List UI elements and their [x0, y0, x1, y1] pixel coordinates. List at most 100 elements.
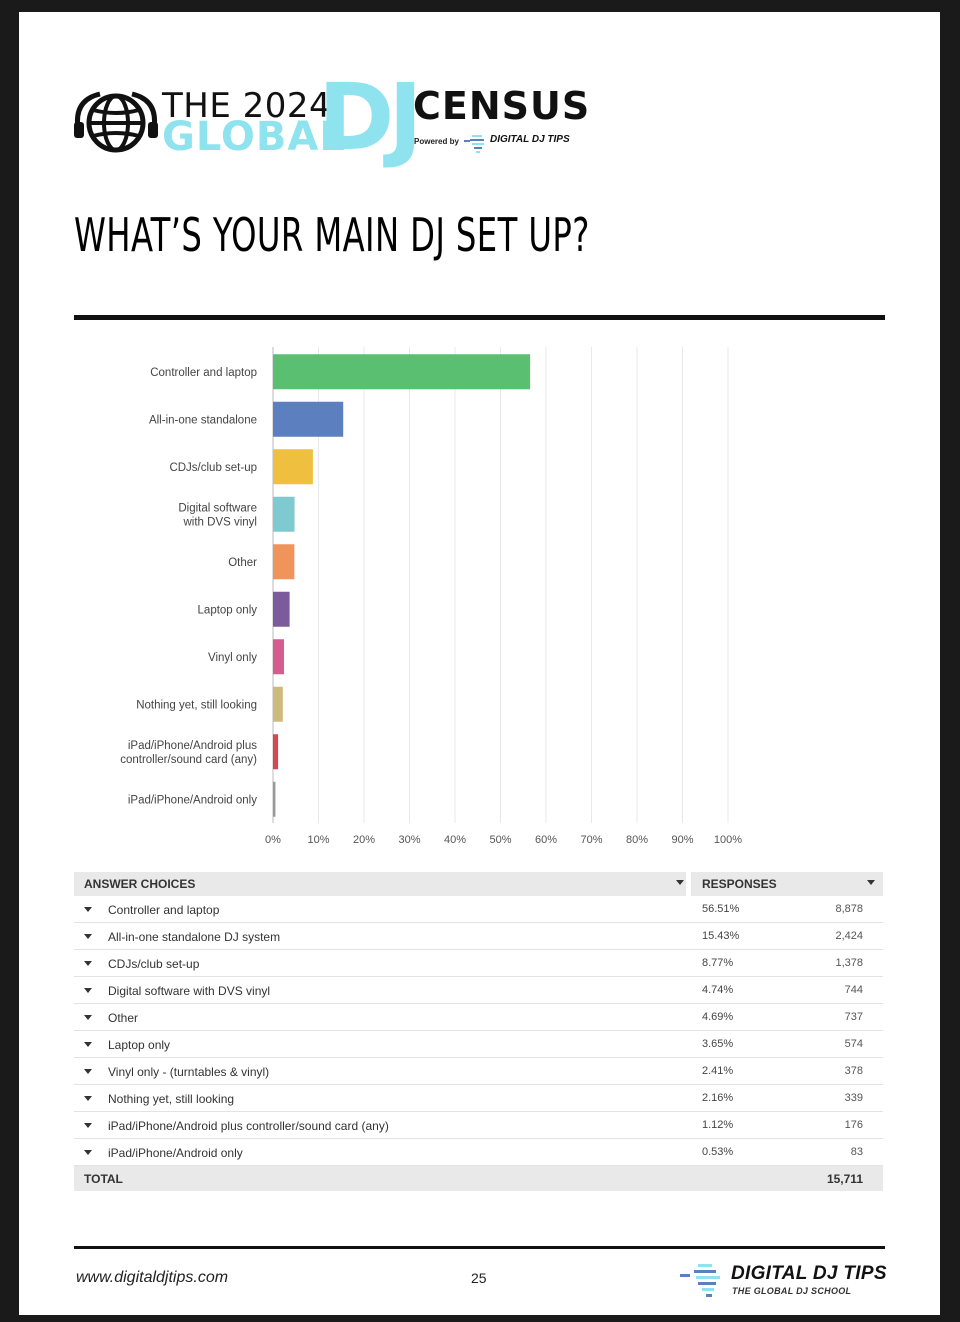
expand-caret-icon[interactable] [84, 934, 92, 939]
expand-caret-icon[interactable] [84, 907, 92, 912]
x-tick-label: 20% [353, 834, 375, 846]
table-row[interactable]: iPad/iPhone/Android only 0.53% 83 [74, 1139, 883, 1166]
table-row[interactable]: Nothing yet, still looking 2.16% 339 [74, 1085, 883, 1112]
x-tick-label: 40% [444, 834, 466, 846]
title-divider [74, 315, 885, 320]
category-label: iPad/iPhone/Android plus [128, 740, 257, 752]
response-percent: 0.53% [702, 1146, 734, 1158]
answer-label: Nothing yet, still looking [108, 1092, 235, 1106]
expand-caret-icon[interactable] [84, 1015, 92, 1020]
x-tick-label: 0% [265, 834, 281, 846]
logo-global-text: GLOBAL [162, 114, 346, 160]
category-label: Digital software [178, 502, 257, 514]
response-percent: 1.12% [702, 1119, 734, 1131]
response-count: 176 [844, 1119, 863, 1131]
total-label: TOTAL [84, 1172, 123, 1186]
bar [273, 591, 290, 627]
table-header: ANSWER CHOICES RESPONSES [74, 872, 883, 896]
x-tick-label: 50% [489, 834, 511, 846]
responses-header-label: RESPONSES [702, 877, 777, 891]
expand-caret-icon[interactable] [84, 1096, 92, 1101]
table-row[interactable]: Controller and laptop 56.51% 8,878 [74, 896, 883, 923]
answer-label: Other [108, 1011, 139, 1025]
response-count: 744 [844, 984, 863, 996]
table-body: Controller and laptop 56.51% 8,878 All-in-o… [74, 896, 883, 1166]
bar [273, 401, 344, 437]
table-row[interactable]: Other 4.69% 737 [74, 1004, 883, 1031]
x-tick-label: 70% [580, 834, 602, 846]
footer-brand: DIGITAL DJ TIPS [731, 1263, 887, 1284]
expand-caret-icon[interactable] [84, 1069, 92, 1074]
answer-label: CDJs/club set-up [108, 957, 200, 971]
response-percent: 15.43% [702, 930, 740, 942]
response-percent: 8.77% [702, 957, 734, 969]
x-tick-label: 80% [626, 834, 648, 846]
answer-label: Vinyl only - (turntables & vinyl) [108, 1065, 270, 1079]
report-page [19, 12, 940, 1315]
bar [273, 544, 295, 580]
expand-caret-icon[interactable] [84, 961, 92, 966]
expand-caret-icon[interactable] [84, 1042, 92, 1047]
category-label: Laptop only [198, 604, 258, 616]
table-total-row: TOTAL 15,711 [74, 1166, 883, 1191]
footer-url[interactable]: www.digitaldjtips.com [76, 1269, 229, 1286]
bar [273, 686, 283, 722]
page-number: 25 [471, 1270, 487, 1286]
answer-label: Controller and laptop [108, 903, 220, 917]
sort-caret-icon[interactable] [676, 880, 684, 885]
bar [273, 496, 295, 532]
category-label: All-in-one standalone [149, 414, 257, 426]
answer-label: iPad/iPhone/Android plus controller/soun… [108, 1119, 389, 1133]
response-percent: 4.69% [702, 1011, 734, 1023]
expand-caret-icon[interactable] [84, 1150, 92, 1155]
powered-by-text: Powered by [414, 137, 459, 146]
answer-label: iPad/iPhone/Android only [108, 1146, 243, 1160]
table-row[interactable]: Digital software with DVS vinyl 4.74% 744 [74, 977, 883, 1004]
digital-dj-tips-bars-icon [464, 135, 484, 153]
response-percent: 3.65% [702, 1038, 734, 1050]
logo-dj-text: DJ [318, 64, 423, 171]
response-count: 574 [844, 1038, 863, 1050]
footer-divider [74, 1246, 885, 1249]
table-row[interactable]: iPad/iPhone/Android plus controller/soun… [74, 1112, 883, 1139]
table-row[interactable]: CDJs/club set-up 8.77% 1,378 [74, 950, 883, 977]
expand-caret-icon[interactable] [84, 1123, 92, 1128]
category-label: Vinyl only [208, 652, 257, 664]
x-tick-label: 30% [398, 834, 420, 846]
response-percent: 2.41% [702, 1065, 734, 1077]
table-row[interactable]: Laptop only 3.65% 574 [74, 1031, 883, 1058]
bar [273, 734, 279, 770]
x-tick-label: 100% [714, 834, 742, 846]
response-count: 83 [850, 1146, 863, 1158]
table-row[interactable]: All-in-one standalone DJ system 15.43% 2,4… [74, 923, 883, 950]
responses-table: ANSWER CHOICES RESPONSES Controller and … [74, 872, 883, 1191]
x-tick-label: 60% [535, 834, 557, 846]
response-count: 339 [844, 1092, 863, 1104]
answer-choices-header-label: ANSWER CHOICES [84, 877, 196, 891]
logo-census-text: CENSUS [413, 84, 591, 128]
bar [273, 639, 284, 675]
category-label: controller/sound card (any) [120, 754, 257, 766]
category-label: with DVS vinyl [183, 516, 258, 528]
bar [273, 354, 531, 390]
response-percent: 2.16% [702, 1092, 734, 1104]
answer-label: Laptop only [108, 1038, 171, 1052]
category-label: Other [228, 557, 257, 569]
bar [273, 781, 276, 817]
sort-caret-icon[interactable] [867, 880, 875, 885]
table-row[interactable]: Vinyl only - (turntables & vinyl) 2.41% 37… [74, 1058, 883, 1085]
logo-year-text: THE 2024 [162, 86, 332, 126]
answer-label: All-in-one standalone DJ system [108, 930, 281, 944]
category-label: Controller and laptop [150, 367, 257, 379]
response-count: 737 [844, 1011, 863, 1023]
responses-header[interactable]: RESPONSES [691, 872, 883, 896]
expand-caret-icon[interactable] [84, 988, 92, 993]
bar [273, 449, 313, 485]
digital-dj-tips-logo-icon [680, 1264, 720, 1297]
page-title: WHAT’S YOUR MAIN DJ SET UP? [74, 208, 590, 262]
category-label: Nothing yet, still looking [136, 699, 257, 711]
category-label: CDJs/club set-up [169, 462, 257, 474]
footer-tagline: THE GLOBAL DJ SCHOOL [732, 1286, 852, 1296]
answer-choices-header[interactable]: ANSWER CHOICES [74, 872, 686, 896]
response-count: 2,424 [835, 930, 863, 942]
